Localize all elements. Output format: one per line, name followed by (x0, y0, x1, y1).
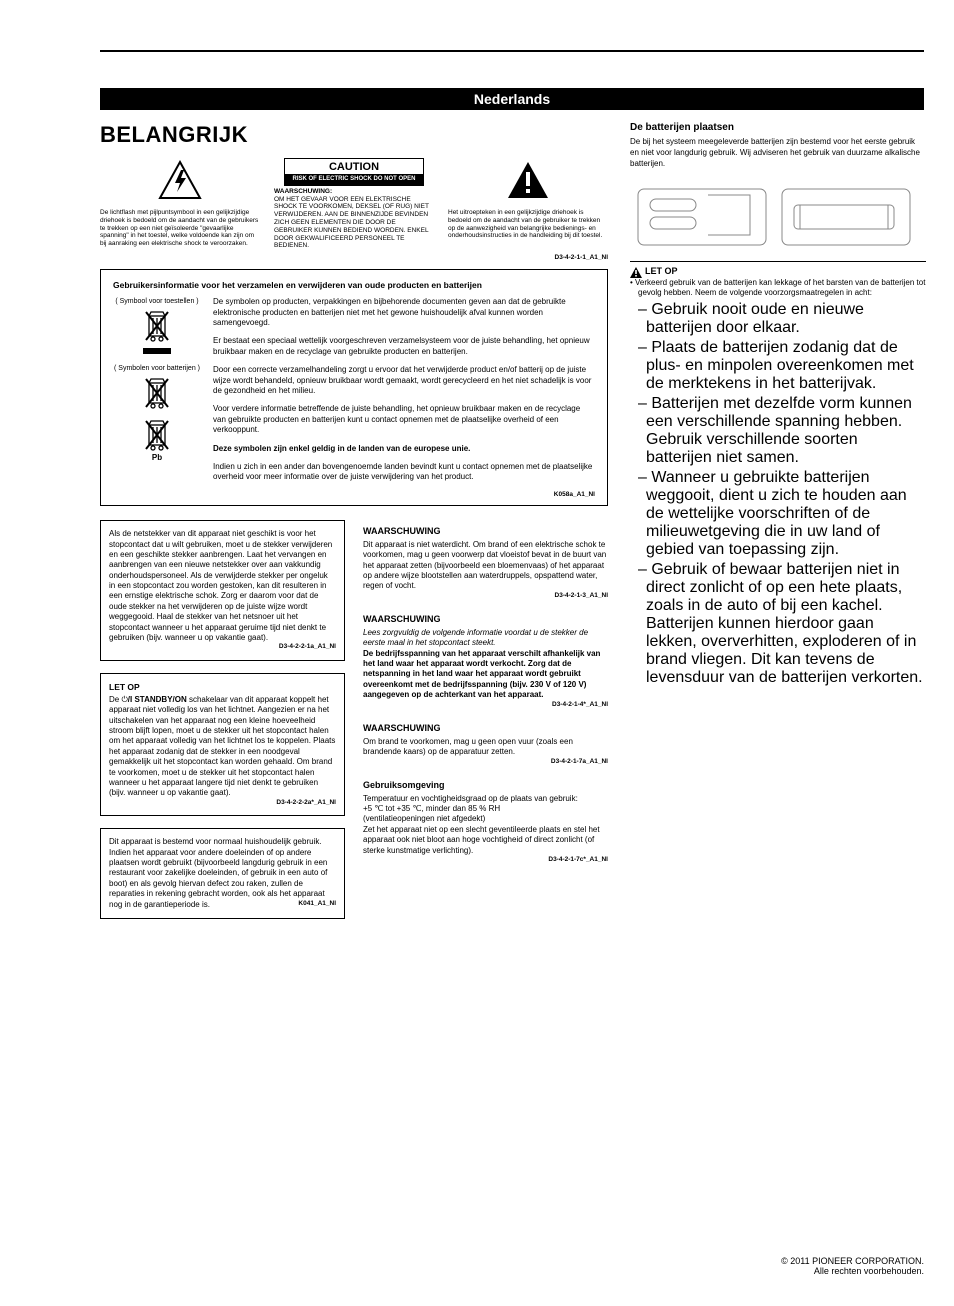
env-title: Gebruiksomgeving (363, 780, 608, 792)
warn3-title: WAARSCHUWING (363, 723, 608, 735)
footer-l2: Alle rechten voorbehouden. (781, 1266, 924, 1276)
left-sub-column: Als de netstekker van dit apparaat niet … (100, 520, 345, 931)
plug-code: D3-4-2-2-1a_A1_Nl (109, 643, 336, 651)
info-p4: Voor verdere informatie betreffende de j… (213, 404, 595, 435)
side-s4: – Wanneer u gebruikte batterijen weggooi… (646, 469, 926, 559)
warn-mid-text: OM HET GEVAAR VOOR EEN ELEKTRISCHE SHOCK… (274, 196, 434, 251)
lightning-text: De lichtflash met pijlpuntsymbool in een… (100, 209, 260, 248)
right-sub-column: WAARSCHUWING Dit apparaat is niet waterd… (363, 520, 608, 931)
lightning-triangle-icon (100, 154, 260, 206)
battery-illustration (630, 175, 926, 255)
caution-box: CAUTION RISK OF ELECTRIC SHOCK DO NOT OP… (284, 158, 424, 186)
side-b1: • Verkeerd gebruik van de batterijen kan… (638, 278, 926, 300)
info-text-column: De symbolen op producten, verpakkingen e… (213, 297, 595, 499)
standby-text: De ⏻/I STANDBY/ON schakelaar van dit app… (109, 695, 336, 799)
plug-box: Als de netstekker van dit apparaat niet … (100, 520, 345, 661)
caution-label: CAUTION (285, 159, 423, 174)
caution-center-col: CAUTION RISK OF ELECTRIC SHOCK DO NOT OP… (274, 154, 434, 250)
warn1-text: Dit apparaat is niet waterdicht. Om bran… (363, 540, 608, 592)
caution-sub: RISK OF ELECTRIC SHOCK DO NOT OPEN (285, 174, 423, 185)
side-s2: – Plaats de batterijen zodanig dat de pl… (646, 339, 926, 393)
side-title: De batterijen plaatsen (630, 122, 926, 133)
warning-triangle-icon (630, 267, 642, 278)
household-text: Dit apparaat is bestemd voor normaal hui… (109, 837, 327, 908)
recycling-info-box: Gebruikersinformatie voor het verzamelen… (100, 269, 608, 506)
env-l3: (ventilatieopeningen niet afgedekt) (363, 814, 608, 824)
standby-code: D3-4-2-2-2a*_A1_Nl (109, 799, 336, 807)
sym-label-1: ( Symbool voor toestellen ) (113, 297, 201, 306)
section-title: BELANGRIJK (100, 122, 608, 148)
lower-columns: Als de netstekker van dit apparaat niet … (100, 520, 608, 931)
standby-title: LET OP (109, 682, 336, 693)
plug-text: Als de netstekker van dit apparaat niet … (109, 529, 336, 643)
caution-row: De lichtflash met pijlpuntsymbool in een… (100, 154, 608, 250)
sym-label-2: ( Symbolen voor batterijen ) (113, 364, 201, 373)
info-code: K058a_A1_Nl (213, 491, 595, 499)
warn1-code: D3-4-2-1-3_A1_Nl (363, 592, 608, 600)
warn2-italic: Lees zorgvuldig de volgende informatie v… (363, 628, 608, 649)
warn2-bold: De bedrijfsspanning van het apparaat ver… (363, 649, 608, 701)
footer-l1: © 2011 PIONEER CORPORATION. (781, 1256, 924, 1266)
household-code: K041_A1_Nl (298, 900, 336, 908)
env-l2: +5 ℃ tot +35 ℃, minder dan 85 % RH (363, 804, 608, 814)
warn3-text: Om brand te voorkomen, mag u geen open v… (363, 737, 608, 758)
main-column: BELANGRIJK De lichtflash met pijlpuntsym… (100, 122, 608, 931)
side-s3: – Batterijen met dezelfde vorm kunnen ee… (646, 395, 926, 467)
info-p6: Indien u zich in een ander dan bovengeno… (213, 462, 595, 483)
language-header: Nederlands (100, 88, 924, 110)
side-sub-list: – Gebruik nooit oude en nieuwe batterije… (630, 301, 926, 687)
code-d3-4-2-1-1: D3-4-2-1-1_A1_Nl (100, 254, 608, 261)
household-box: Dit apparaat is bestemd voor normaal hui… (100, 828, 345, 919)
env-code: D3-4-2-1-7c*_A1_Nl (363, 856, 608, 864)
info-p5: Deze symbolen zijn enkel geldig in de la… (213, 444, 595, 454)
exclaim-triangle-icon (448, 154, 608, 206)
side-letop: LET OP (630, 266, 926, 277)
info-title: Gebruikersinformatie voor het verzamelen… (113, 280, 595, 291)
info-p1: De symbolen op producten, verpakkingen e… (213, 297, 595, 328)
info-p3: Door een correcte verzamelhandeling zorg… (213, 365, 595, 396)
top-rule (100, 50, 924, 52)
env-l1: Temperatuur en vochtigheidsgraad op de p… (363, 794, 608, 804)
exclaim-text: Het uitroepteken in een gelijkzijdige dr… (448, 209, 608, 240)
env-l4: Zet het apparaat niet op een slecht geve… (363, 825, 608, 856)
side-column: De batterijen plaatsen De bij het systee… (630, 122, 926, 689)
warn3-code: D3-4-2-1-7a_A1_Nl (363, 758, 608, 766)
side-bullet-list: • Verkeerd gebruik van de batterijen kan… (630, 278, 926, 300)
exclaim-col: Het uitroepteken in een gelijkzijdige dr… (448, 154, 608, 250)
standby-box: LET OP De ⏻/I STANDBY/ON schakelaar van … (100, 673, 345, 816)
side-s1: – Gebruik nooit oude en nieuwe batterije… (646, 301, 926, 337)
symbol-column: ( Symbool voor toestellen ) ( Symbolen v… (113, 297, 201, 499)
warn2-code: D3-4-2-1-4*_A1_Nl (363, 701, 608, 709)
warn-label: WAARSCHUWING: (274, 188, 332, 195)
footer: © 2011 PIONEER CORPORATION. Alle rechten… (781, 1256, 924, 1276)
lightning-col: De lichtflash met pijlpuntsymbool in een… (100, 154, 260, 250)
side-s5: – Gebruik of bewaar batterijen niet in d… (646, 561, 926, 687)
side-intro: De bij het systeem meegeleverde batterij… (630, 137, 926, 169)
pb-label: Pb (113, 453, 201, 463)
warn1-title: WAARSCHUWING (363, 526, 608, 538)
warn2-title: WAARSCHUWING (363, 614, 608, 626)
info-p2: Er bestaat een speciaal wettelijk voorge… (213, 336, 595, 357)
